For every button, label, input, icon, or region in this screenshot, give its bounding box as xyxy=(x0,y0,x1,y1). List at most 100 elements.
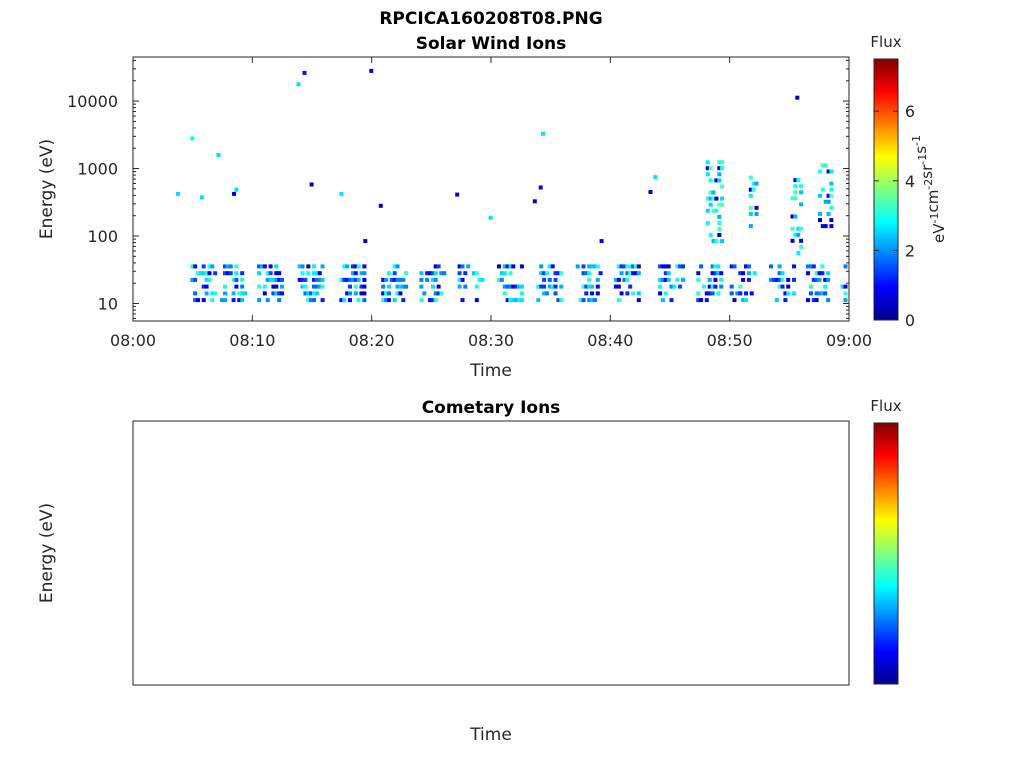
flux-pixel xyxy=(636,298,641,303)
flux-pixel xyxy=(590,298,594,303)
flux-pixel xyxy=(705,196,710,201)
flux-pixel xyxy=(353,284,358,289)
flux-pixel xyxy=(223,264,227,269)
flux-pixel xyxy=(362,264,367,269)
flux-pixel xyxy=(587,298,592,303)
flux-pixel xyxy=(480,277,485,282)
flux-pixel xyxy=(339,298,344,303)
flux-pixel xyxy=(663,291,668,296)
flux-pixel xyxy=(777,277,782,282)
flux-pixel xyxy=(719,271,724,276)
flux-pixel xyxy=(823,199,828,204)
flux-pixel xyxy=(587,277,592,282)
flux-pixel xyxy=(625,271,630,276)
x-tick-label: 09:00 xyxy=(826,331,872,350)
flux-pixel xyxy=(300,264,305,269)
flux-pixel xyxy=(619,291,624,296)
flux-pixel xyxy=(592,298,597,303)
flux-pixel xyxy=(463,284,468,289)
flux-pixel xyxy=(699,264,704,269)
flux-pixel xyxy=(511,284,516,289)
x-axis: 08:00 08:10 08:20 08:30 08:40 08:50 09:00 xyxy=(110,57,872,350)
flux-pixel xyxy=(826,193,831,198)
flux-pixel xyxy=(240,277,245,282)
flux-pixel xyxy=(433,277,438,282)
x-tick-label: 08:20 xyxy=(349,331,395,350)
flux-pixel xyxy=(720,202,725,207)
flux-pixel xyxy=(519,291,524,296)
flux-pixel xyxy=(817,271,822,276)
flux-pixel xyxy=(774,298,779,303)
flux-pixel xyxy=(808,291,813,296)
flux-pixel xyxy=(306,271,311,276)
flux-pixel xyxy=(309,182,314,187)
flux-pixel xyxy=(663,271,668,276)
flux-pixel xyxy=(398,277,403,282)
flux-pixel xyxy=(442,271,447,276)
flux-pixel xyxy=(404,271,409,276)
flux-pixel xyxy=(746,277,751,282)
flux-pixel xyxy=(780,271,785,276)
flux-pixel xyxy=(425,277,430,282)
flux-pixel xyxy=(223,284,227,289)
flux-pixel xyxy=(204,284,209,289)
flux-pixel xyxy=(829,169,834,174)
flux-pixel xyxy=(720,166,725,171)
flux-pixel xyxy=(422,291,427,296)
flux-pixel xyxy=(314,271,319,276)
flux-pixel xyxy=(658,277,663,282)
flux-pixel xyxy=(277,291,282,296)
flux-pixel xyxy=(519,298,524,303)
flux-pixel xyxy=(829,193,834,198)
flux-pixel xyxy=(696,277,701,282)
flux-pixel xyxy=(234,284,239,289)
flux-pixel xyxy=(631,271,636,276)
flux-pixel xyxy=(240,291,245,296)
flux-pixel xyxy=(312,271,316,276)
flux-pixel xyxy=(505,264,510,269)
flux-pixel xyxy=(547,277,552,282)
flux-pixel xyxy=(265,298,270,303)
flux-pixel xyxy=(741,277,746,282)
flux-pixel xyxy=(808,284,813,289)
flux-pixel xyxy=(636,264,641,269)
flux-pixel xyxy=(201,264,206,269)
flux-pixel xyxy=(717,166,722,171)
flux-pixel xyxy=(439,271,444,276)
flux-pixel xyxy=(675,264,680,269)
flux-pixel xyxy=(499,277,504,282)
flux-pixel xyxy=(474,298,479,303)
flux-pixel xyxy=(648,190,653,194)
flux-pixel xyxy=(430,271,435,276)
flux-pixel xyxy=(840,284,845,289)
flux-pixel xyxy=(274,271,279,276)
flux-pixel xyxy=(542,291,547,296)
colorbar-tick-label: 6 xyxy=(905,102,915,121)
flux-pixel xyxy=(348,284,352,289)
flux-pixel xyxy=(796,232,801,237)
flux-pixel xyxy=(460,264,465,269)
flux-pixel xyxy=(508,271,513,276)
flux-pixel xyxy=(271,284,276,289)
panel-solar-wind: Solar Wind Ions 08:00 08:10 08:20 08:30 08:4… xyxy=(37,33,948,381)
flux-pixel xyxy=(538,185,543,190)
flux-pixel xyxy=(314,291,319,296)
flux-pixel xyxy=(720,239,725,244)
flux-pixel xyxy=(717,214,722,219)
flux-pixel xyxy=(419,284,424,289)
flux-pixel xyxy=(271,291,276,296)
flux-pixel xyxy=(711,190,716,195)
flux-pixel xyxy=(581,271,586,276)
flux-pixel xyxy=(559,298,564,303)
flux-pixel xyxy=(581,264,586,269)
flux-pixel xyxy=(720,184,725,189)
flux-pixel xyxy=(699,298,704,303)
flux-pixel xyxy=(820,271,825,276)
panel-title: Solar Wind Ions xyxy=(416,34,567,54)
flux-pixel xyxy=(587,284,592,289)
flux-pixel xyxy=(428,298,432,303)
flux-pixel xyxy=(769,277,773,282)
colorbar-gradient xyxy=(873,58,899,321)
flux-pixel xyxy=(622,277,627,282)
flux-pixel xyxy=(799,184,804,189)
